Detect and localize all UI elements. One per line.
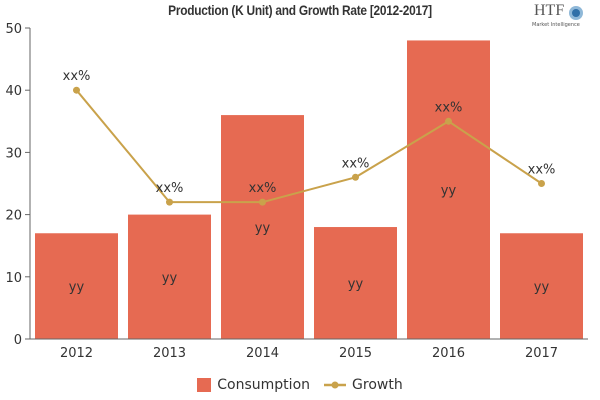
growth-point-2016	[445, 117, 452, 125]
legend-swatch-consumption	[197, 378, 212, 392]
htf-logo: HTF Market Intelligence	[532, 2, 592, 30]
growth-data-label: xx%	[435, 100, 463, 115]
bar-data-label: yy	[441, 184, 457, 199]
x-tick-label: 2013	[153, 346, 186, 361]
growth-point-2012	[73, 86, 80, 94]
y-tick-label: 10	[5, 271, 22, 286]
bar-data-label: yy	[348, 277, 364, 292]
x-tick-label: 2015	[339, 346, 372, 361]
logo-globe-icon	[569, 6, 583, 20]
bar-data-label: yy	[69, 280, 85, 295]
growth-point-2013	[166, 198, 173, 206]
legend-swatch-growth	[324, 381, 347, 389]
x-tick-label: 2014	[246, 346, 279, 361]
bar-2014	[221, 115, 304, 339]
legend-label-consumption[interactable]: Consumption	[217, 377, 311, 393]
y-tick-label: 30	[5, 146, 22, 161]
bar-data-label: yy	[534, 280, 550, 295]
logo-subtext: Market Intelligence	[532, 22, 580, 28]
y-tick-label: 0	[14, 333, 22, 348]
bar-2013	[128, 214, 211, 339]
growth-point-2015	[352, 173, 359, 181]
logo-text: HTF	[534, 2, 565, 19]
bar-data-label: yy	[162, 271, 178, 286]
growth-data-label: xx%	[528, 163, 556, 178]
y-tick-label: 40	[5, 84, 22, 99]
chart-title: Production (K Unit) and Growth Rate [201…	[168, 2, 432, 18]
growth-point-2014	[259, 198, 266, 206]
bar-2012	[35, 233, 118, 339]
x-tick-label: 2017	[525, 346, 558, 361]
growth-data-label: xx%	[342, 156, 370, 171]
growth-point-2017	[538, 180, 545, 187]
growth-data-label: xx%	[249, 181, 277, 196]
legend: Consumption Growth	[0, 377, 600, 393]
bar-2015	[314, 227, 397, 339]
y-tick-label: 50	[5, 22, 22, 37]
x-tick-label: 2012	[60, 346, 93, 361]
bar-2017	[500, 233, 583, 339]
x-tick-label: 2016	[432, 346, 465, 361]
legend-label-growth[interactable]: Growth	[352, 377, 403, 393]
growth-data-label: xx%	[63, 69, 91, 84]
growth-line	[75, 89, 543, 204]
bar-data-label: yy	[255, 221, 271, 236]
growth-data-label: xx%	[156, 181, 184, 196]
bar-2016	[407, 40, 490, 339]
y-tick-label: 20	[5, 209, 22, 224]
